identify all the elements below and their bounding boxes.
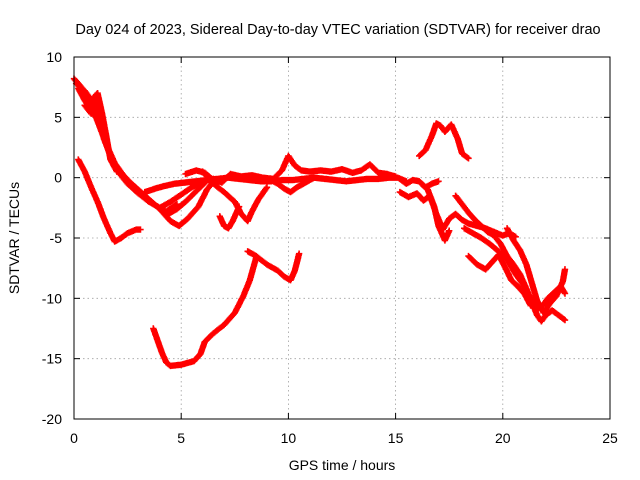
series-arc-u (465, 251, 534, 309)
x-tick-label: 25 (602, 430, 618, 446)
chart-title: Day 024 of 2023, Sidereal Day-to-day VTE… (75, 22, 600, 38)
series-markers (216, 203, 243, 232)
y-axis-label: SDTVAR / TECUs (6, 182, 22, 294)
series-markers (75, 156, 144, 245)
y-tick-label: -5 (50, 230, 63, 246)
series-layer (70, 75, 569, 370)
series-markers (418, 180, 453, 244)
series-arc-g (244, 248, 303, 284)
series-markers (150, 254, 260, 370)
x-axis-label: GPS time / hours (289, 457, 396, 473)
y-tick-label: 0 (54, 170, 62, 186)
series-arc-d (81, 90, 121, 175)
x-tick-label: 0 (70, 430, 78, 446)
series-markers (244, 248, 303, 284)
x-tick-label: 20 (495, 430, 511, 446)
series-arc-h (141, 174, 410, 196)
series-arc-k (268, 174, 318, 196)
series-markers (165, 174, 213, 218)
y-tick-label: -20 (42, 411, 62, 427)
series-markers (465, 251, 534, 309)
y-tick-label: 5 (54, 109, 62, 125)
series-arc-e (75, 156, 144, 245)
series-arc-q (416, 120, 472, 162)
series-markers (416, 120, 472, 162)
series-markers (81, 90, 121, 175)
series-arc-p (418, 180, 453, 244)
axis-ticks: 0 5 10 15 20 25 -20 -15 -10 -5 0 5 10 (42, 49, 618, 446)
y-tick-label: -10 (42, 290, 62, 306)
y-tick-label: -15 (42, 351, 62, 367)
series-markers (141, 174, 410, 196)
series-arc-f (150, 254, 260, 370)
series-markers (503, 225, 569, 316)
y-tick-label: 10 (46, 49, 62, 65)
x-tick-label: 10 (281, 430, 297, 446)
x-tick-label: 5 (177, 430, 185, 446)
series-arc-l (216, 203, 243, 232)
x-tick-label: 15 (388, 430, 404, 446)
series-arc-t (503, 225, 569, 316)
series-arc-m (165, 174, 213, 218)
series-markers (268, 174, 318, 196)
grid-lines (74, 57, 610, 419)
